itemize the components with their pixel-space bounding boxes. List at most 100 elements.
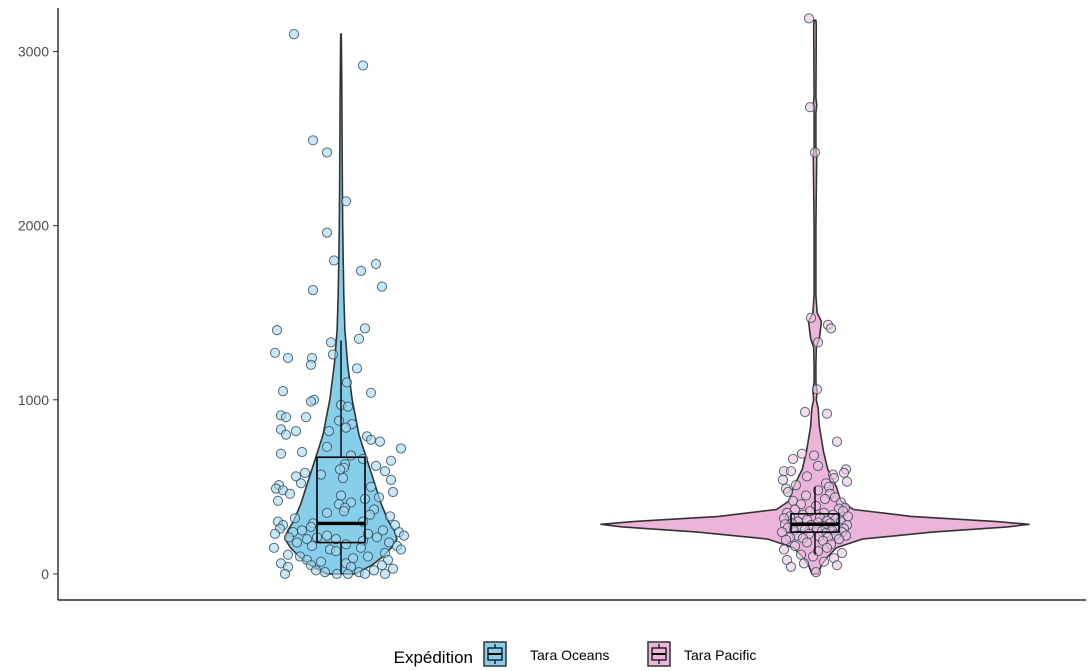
data-point: [355, 265, 367, 276]
data-point: [376, 281, 388, 292]
data-point: [785, 466, 797, 477]
data-point: [335, 490, 347, 501]
data-point: [307, 135, 319, 146]
data-point: [801, 537, 813, 548]
data-point: [801, 471, 813, 482]
data-point: [778, 544, 790, 555]
data-point: [299, 467, 311, 478]
data-point: [800, 490, 812, 501]
data-point: [821, 542, 833, 553]
data-point: [269, 347, 281, 358]
violin-groups: [268, 13, 1030, 580]
data-point: [315, 556, 327, 567]
data-point: [357, 60, 369, 71]
data-point: [319, 567, 331, 578]
data-point: [330, 534, 342, 545]
data-point: [379, 466, 391, 477]
data-point: [370, 460, 382, 471]
data-point: [803, 13, 815, 24]
data-point: [796, 448, 808, 459]
data-point: [305, 396, 317, 407]
data-point: [376, 560, 388, 571]
data-point: [277, 386, 289, 397]
data-point: [795, 549, 807, 560]
data-point: [300, 412, 312, 423]
data-point: [301, 534, 313, 545]
data-point: [340, 422, 352, 433]
data-point: [337, 473, 349, 484]
data-point: [812, 337, 824, 348]
data-point: [353, 333, 365, 344]
data-point: [272, 495, 284, 506]
data-point: [371, 532, 383, 543]
data-point: [831, 436, 843, 447]
data-point: [384, 511, 396, 522]
y-tick-label: 2000: [18, 218, 49, 234]
data-point: [368, 565, 380, 576]
data-point: [321, 147, 333, 158]
group-tara-pacific: [600, 13, 1030, 578]
data-point: [810, 567, 822, 578]
data-point: [282, 549, 294, 560]
data-point: [790, 480, 802, 491]
data-point: [340, 539, 352, 550]
data-point: [812, 460, 824, 471]
data-point: [385, 474, 397, 485]
data-point: [269, 528, 281, 539]
data-point: [831, 560, 843, 571]
data-point: [821, 408, 833, 419]
data-point: [280, 412, 292, 423]
data-point: [833, 534, 845, 545]
data-point: [374, 436, 386, 447]
data-point: [289, 513, 301, 524]
data-point: [355, 542, 367, 553]
data-point: [291, 537, 303, 548]
data-point: [818, 556, 830, 567]
data-point: [295, 478, 307, 489]
data-point: [357, 453, 369, 465]
data-point: [290, 471, 302, 482]
data-point: [365, 434, 377, 445]
legend: Expédition Tara Oceans Tara Pacific: [394, 641, 756, 667]
y-axis-ticks: 0 1000 2000 3000: [18, 44, 58, 582]
data-point: [341, 377, 353, 388]
data-point: [811, 384, 823, 395]
data-point: [271, 325, 283, 336]
data-point: [333, 415, 345, 426]
data-point: [777, 474, 789, 485]
data-point: [776, 527, 788, 538]
data-point: [307, 285, 319, 296]
data-point: [780, 534, 792, 546]
data-point: [365, 387, 377, 398]
y-tick-label: 0: [41, 566, 49, 582]
data-point: [809, 147, 821, 158]
box-tara-oceans: [316, 456, 366, 544]
data-point: [325, 337, 337, 348]
data-point: [338, 506, 350, 517]
data-point: [321, 441, 333, 452]
data-point: [819, 493, 831, 505]
data-point: [359, 568, 371, 580]
data-point: [364, 509, 376, 520]
points-tara-pacific: [776, 13, 854, 578]
data-point: [305, 521, 317, 533]
data-point: [342, 568, 354, 580]
legend-title: Expédition: [394, 648, 473, 667]
data-point: [275, 448, 287, 459]
data-point: [305, 359, 317, 370]
data-point: [342, 401, 354, 412]
data-point: [310, 565, 322, 576]
data-point: [351, 363, 363, 374]
data-point: [379, 568, 391, 580]
data-point: [836, 547, 848, 559]
data-point: [283, 532, 295, 543]
data-point: [290, 426, 302, 437]
data-point: [785, 561, 797, 573]
data-point: [828, 473, 840, 484]
data-point: [334, 464, 346, 475]
data-point: [387, 563, 399, 574]
data-point: [395, 544, 407, 555]
data-point: [841, 476, 853, 487]
data-point: [279, 568, 291, 580]
data-point: [296, 446, 308, 458]
